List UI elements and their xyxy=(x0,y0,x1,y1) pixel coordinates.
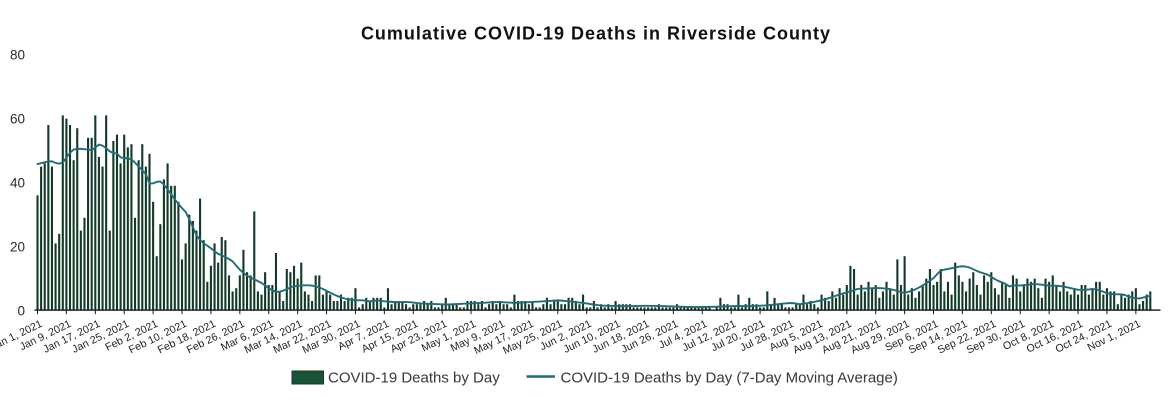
svg-text:Cumulative COVID-19 Deaths in: Cumulative COVID-19 Deaths in Riverside … xyxy=(361,24,831,44)
svg-text:60: 60 xyxy=(10,112,25,127)
svg-text:80: 80 xyxy=(10,48,25,63)
svg-text:40: 40 xyxy=(10,176,25,191)
svg-text:COVID-19 Deaths by Day (7-Day: COVID-19 Deaths by Day (7-Day Moving Ave… xyxy=(561,370,898,387)
svg-text:20: 20 xyxy=(10,240,25,255)
svg-text:0: 0 xyxy=(17,304,25,319)
svg-text:COVID-19 Deaths by Day: COVID-19 Deaths by Day xyxy=(328,370,500,387)
